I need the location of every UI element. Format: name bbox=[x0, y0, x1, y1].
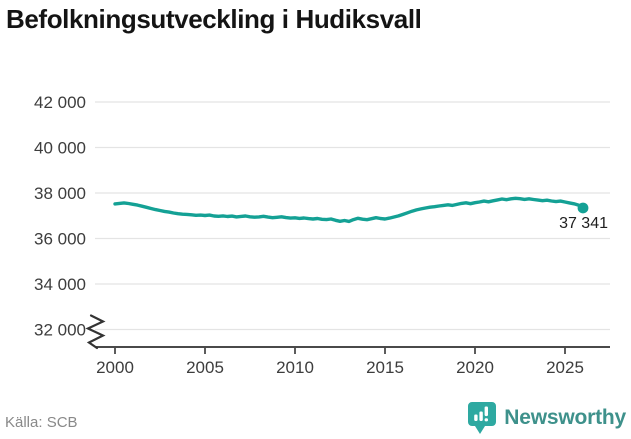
y-tick-label: 38 000 bbox=[34, 184, 86, 203]
x-axis-ticks bbox=[114, 347, 566, 354]
x-tick-label: 2000 bbox=[96, 358, 134, 377]
x-axis-labels: 2000 2005 2010 2015 2020 2025 bbox=[96, 358, 584, 377]
axis-break-icon bbox=[85, 314, 106, 350]
source-attribution: Källa: SCB bbox=[5, 414, 78, 431]
newsworthy-logo: Newsworthy bbox=[467, 401, 626, 435]
y-tick-label: 34 000 bbox=[34, 275, 86, 294]
x-tick-label: 2020 bbox=[456, 358, 494, 377]
y-axis-labels: 42 000 40 000 38 000 36 000 34 000 32 000 bbox=[34, 93, 86, 340]
y-tick-label: 32 000 bbox=[34, 321, 86, 340]
gridlines bbox=[95, 101, 610, 331]
y-tick-label: 42 000 bbox=[34, 93, 86, 112]
y-tick-label: 40 000 bbox=[34, 139, 86, 158]
population-line-series bbox=[113, 196, 585, 224]
newsworthy-speech-bubble-bars-icon bbox=[468, 402, 497, 434]
end-point-marker bbox=[577, 202, 589, 214]
x-tick-label: 2010 bbox=[276, 358, 314, 377]
chart-title: Befolkningsutveckling i Hudiksvall bbox=[6, 4, 422, 34]
x-tick-label: 2025 bbox=[546, 358, 584, 377]
newsworthy-logo-text: Newsworthy bbox=[504, 406, 626, 429]
end-point-value-label: 37 341 bbox=[559, 215, 608, 232]
y-tick-label: 36 000 bbox=[34, 230, 86, 249]
x-tick-label: 2005 bbox=[186, 358, 224, 377]
x-tick-label: 2015 bbox=[366, 358, 404, 377]
